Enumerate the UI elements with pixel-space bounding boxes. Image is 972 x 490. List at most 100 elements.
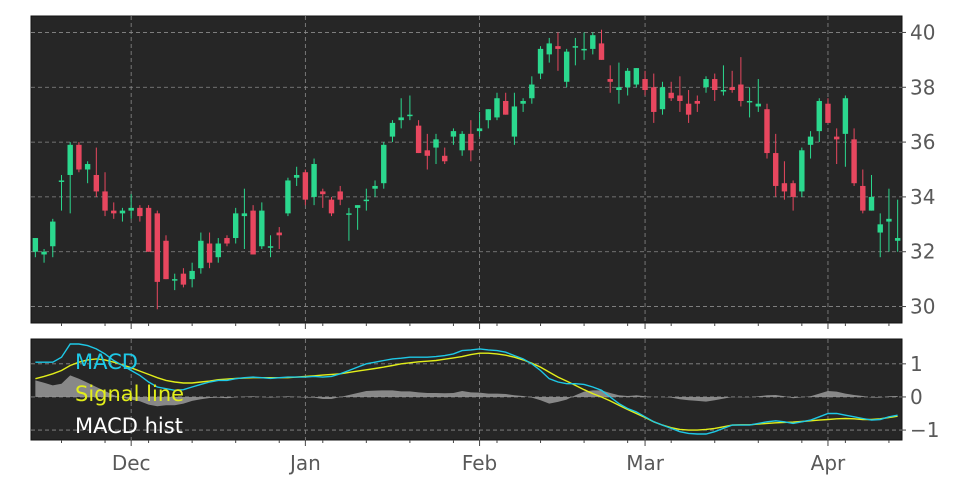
candle-body-down xyxy=(102,191,108,211)
candle-body-down xyxy=(729,87,735,91)
candle-body-up xyxy=(590,35,596,49)
candle-body-up xyxy=(563,51,570,82)
candle-body-down xyxy=(302,172,309,200)
candle-body-up xyxy=(494,98,500,118)
candle-body-up xyxy=(868,196,875,211)
candle-body-up xyxy=(41,251,47,255)
candle-body-up xyxy=(529,84,535,99)
candle-body-up xyxy=(616,87,622,91)
macd-panel: −1 0 1 MACD Signal line MACD hist xyxy=(30,338,939,442)
candle-body-up xyxy=(232,213,239,239)
candle-body-up xyxy=(407,114,413,117)
candle-body-down xyxy=(137,207,143,217)
macd-ytick-label: −1 xyxy=(910,418,939,442)
candle-body-down xyxy=(276,232,282,236)
price-ytick-label: 38 xyxy=(910,75,935,99)
candle-body-up xyxy=(311,164,317,197)
candle-body-up xyxy=(67,144,73,175)
candle-body-up xyxy=(346,213,352,215)
candle-body-up xyxy=(50,221,56,247)
candle-body-up xyxy=(84,164,91,170)
candle-body-down xyxy=(206,243,213,263)
candle-body-down xyxy=(694,100,701,104)
candle-body-down xyxy=(598,43,605,60)
price-panel-background xyxy=(30,15,903,324)
legend-macd: MACD xyxy=(75,350,138,374)
candle-body-up xyxy=(703,79,709,88)
candle-body-down xyxy=(415,125,422,154)
candle-body-up xyxy=(398,117,404,121)
legend-signal-line: Signal line xyxy=(75,382,184,406)
candle-body-up xyxy=(581,48,587,51)
price-panel: 30 32 34 36 38 40 xyxy=(30,15,935,324)
candle-body-down xyxy=(163,240,169,280)
candle-body-down xyxy=(738,84,744,101)
candle-body-up xyxy=(58,180,65,182)
candle-body-up xyxy=(433,139,439,148)
candle-body-up xyxy=(363,199,370,202)
candle-body-up xyxy=(842,98,849,134)
price-ytick-label: 40 xyxy=(910,20,935,44)
macd-ytick-label: 1 xyxy=(910,352,923,376)
candle-body-up xyxy=(520,100,526,104)
legend-macd-hist: MACD hist xyxy=(75,414,183,438)
candle-body-up xyxy=(259,210,265,247)
candle-body-down xyxy=(93,174,100,192)
candle-body-down xyxy=(860,185,866,211)
candle-body-down xyxy=(111,210,117,214)
candle-body-up xyxy=(189,270,195,280)
x-axis: Dec Jan Feb Mar Apr xyxy=(60,323,890,475)
candle-body-up xyxy=(537,48,544,74)
xtick-label: Apr xyxy=(811,451,846,475)
candle-body-down xyxy=(773,153,779,186)
xtick-label: Feb xyxy=(462,451,497,475)
candle-body-down xyxy=(328,199,335,214)
candle-body-up xyxy=(807,136,814,145)
candle-body-down xyxy=(668,92,674,99)
candle-body-up xyxy=(215,243,221,258)
candle-body-down xyxy=(442,155,448,162)
xtick-label: Mar xyxy=(626,451,665,475)
xtick-label: Jan xyxy=(288,451,321,475)
candle-body-up xyxy=(293,174,300,178)
candle-body-up xyxy=(816,100,822,132)
candle-body-up xyxy=(485,109,491,121)
candle-body-up xyxy=(285,180,291,214)
price-ytick-label: 32 xyxy=(910,240,935,264)
macd-ytick-label: 0 xyxy=(910,385,923,409)
candle-body-down xyxy=(468,133,474,151)
candle-body-down xyxy=(781,183,788,192)
candle-body-down xyxy=(764,109,770,154)
candle-body-up xyxy=(389,122,396,137)
candle-body-down xyxy=(145,207,152,252)
candle-body-up xyxy=(572,46,579,48)
candle-body-up xyxy=(198,240,204,269)
price-ytick-label: 36 xyxy=(910,130,935,154)
candle-body-up xyxy=(886,218,892,222)
candle-body-down xyxy=(677,95,683,101)
candle-body-down xyxy=(642,79,648,91)
price-ytick-label: 30 xyxy=(910,295,935,319)
candle-body-up xyxy=(476,128,483,132)
candle-body-down xyxy=(555,46,561,49)
candle-body-down xyxy=(76,144,82,170)
candle-body-down xyxy=(607,79,613,82)
candle-body-up xyxy=(659,87,666,110)
candle-body-up xyxy=(746,100,753,103)
candle-body-up xyxy=(624,70,631,88)
candle-body-up xyxy=(633,68,640,85)
candle-body-down xyxy=(685,103,692,115)
candle-body-down xyxy=(651,87,657,112)
candle-body-down xyxy=(502,100,509,115)
candle-body-up xyxy=(720,90,727,92)
candle-body-up xyxy=(799,150,805,192)
candle-body-up xyxy=(32,238,39,252)
candle-body-up xyxy=(459,133,465,151)
candle-body-down xyxy=(851,139,857,184)
candle-body-up xyxy=(354,205,361,208)
candle-body-up xyxy=(128,207,134,211)
price-ytick-label: 34 xyxy=(910,185,935,209)
candle-body-up xyxy=(894,238,901,241)
